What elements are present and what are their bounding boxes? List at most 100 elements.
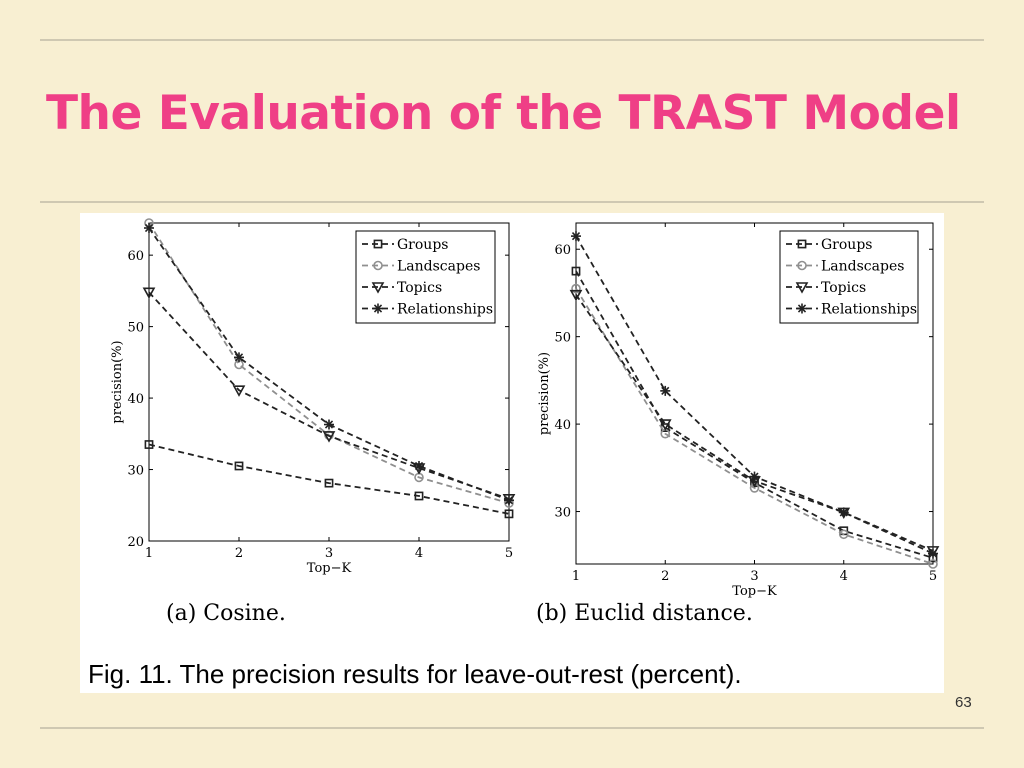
chart-b-series-groups-point <box>571 266 581 276</box>
chart-a-x-tick-label: 5 <box>505 546 513 561</box>
chart-a-legend-relationships-marker <box>373 303 383 314</box>
chart-a-series-topics-point-shape <box>322 431 336 443</box>
chart-a-series-relationships-point-ray <box>234 353 244 362</box>
chart-a-legend-topics-label: Topics <box>397 280 442 296</box>
chart-a-series-groups-point-shape <box>144 440 154 449</box>
chart-b-series-relationships-point-ray <box>839 508 848 517</box>
chart-a-series-relationships-point <box>504 495 514 506</box>
chart-a-series-relationships-point-ray <box>414 461 424 471</box>
chart-b-series-landscapes-point <box>838 529 849 540</box>
chart-a-series-groups-point <box>324 478 334 488</box>
chart-a-x-tick-label: 3 <box>325 546 333 561</box>
chart-b-series-groups-line <box>575 270 934 559</box>
subcaption-b: (b) Euclid distance. <box>536 601 753 626</box>
chart-b-legend-relationships-label: Relationships <box>821 302 917 318</box>
chart-b-series-landscapes-point-shape <box>838 529 849 540</box>
chart-a-y-axis-label: precision(%) <box>110 340 125 423</box>
chart-b-series-topics-point <box>658 419 672 431</box>
chart-a-series-topics-point-shape <box>142 287 156 299</box>
chart-b-y-tick-label: 50 <box>554 331 571 346</box>
chart-b-legend-topics-marker <box>795 282 809 294</box>
chart-a-series-groups-point-shape <box>504 509 514 519</box>
chart-a-legend-topics-marker <box>371 282 385 294</box>
chart-b-legend-groups-marker <box>797 239 807 249</box>
chart-a-series-groups-point <box>234 461 244 471</box>
subcaption-a: (a) Cosine. <box>166 601 286 626</box>
chart-b-x-tick-label: 4 <box>840 569 848 584</box>
chart-b-series-topics-point-shape <box>658 419 672 431</box>
chart-a-legend-relationships-marker-ray <box>373 304 383 313</box>
chart-b-series-relationships-point <box>571 231 581 242</box>
chart-a-series-relationships-point <box>234 352 244 363</box>
chart-a-series-groups-point <box>144 440 154 449</box>
chart-b-series-landscapes-point-shape <box>571 283 581 294</box>
chart-b-series-landscapes-point-shape <box>749 483 760 493</box>
chart-a-legend-groups-label: Groups <box>397 237 448 253</box>
chart-a-series-groups-line <box>148 443 510 515</box>
chart-b-series-landscapes-point <box>749 483 760 493</box>
chart-a-x-tick-label: 2 <box>235 546 243 561</box>
chart-a-legend-groups-marker-shape <box>373 239 383 249</box>
chart-b-legend-topics-label: Topics <box>821 280 866 296</box>
chart-b-series-topics-line <box>575 294 934 552</box>
chart-a-series-groups-point <box>504 509 514 519</box>
chart-a-series-groups-point <box>414 491 424 501</box>
chart-b-x-axis-label: Top−K <box>732 584 777 599</box>
chart-a-series-relationships-point-ray <box>144 223 154 233</box>
chart-b-x-tick-label: 2 <box>661 569 669 584</box>
chart-a-x-axis-label: Top−K <box>307 561 352 576</box>
chart-a-series-relationships-point <box>414 460 424 471</box>
title-divider <box>40 201 984 203</box>
chart-b-series-landscapes-point-shape <box>928 559 938 569</box>
chart-b-series-relationships-point-ray <box>661 386 670 395</box>
chart-a-legend-topics-marker-shape <box>371 282 385 294</box>
chart-a-x-tick-label: 1 <box>145 546 153 561</box>
chart-b-legend-landscapes-marker <box>797 260 807 271</box>
chart-a-legend-groups-marker <box>373 239 383 249</box>
chart-b-series-relationships-point <box>928 548 938 559</box>
chart-b-y-tick-label: 60 <box>554 243 571 258</box>
chart-a-series-relationships-point-ray <box>324 420 334 429</box>
chart-b-series-topics-point <box>569 289 583 302</box>
chart-a-series-relationships-line <box>148 227 510 502</box>
chart-b-x-tick-label: 3 <box>750 569 758 584</box>
chart-a-series-topics-point-shape <box>232 385 246 397</box>
chart-a-y-tick-label: 30 <box>127 464 144 479</box>
chart-b-series-relationships-point <box>660 385 671 396</box>
chart-b-series-landscapes-point <box>928 559 938 569</box>
chart-a-series-topics-point <box>142 287 156 299</box>
chart-a-legend-landscapes-marker-shape <box>373 260 383 271</box>
chart-a-series-relationships-point <box>324 419 334 430</box>
figure-caption: Fig. 11. The precision results for leave… <box>88 659 742 689</box>
chart-b-legend-groups-label: Groups <box>821 237 872 253</box>
chart-b-x-tick-label: 1 <box>572 569 580 584</box>
page-number: 63 <box>955 694 972 711</box>
chart-a-series-groups-point-shape <box>324 478 334 488</box>
chart-a-y-tick-label: 50 <box>127 321 144 336</box>
chart-b-x-tick-label: 5 <box>929 569 937 584</box>
chart-b-legend-relationships-marker <box>797 303 807 314</box>
chart-b-legend-landscapes-label: Landscapes <box>821 259 904 275</box>
top-divider <box>40 39 984 41</box>
chart-b-series-groups-point-shape <box>571 266 581 276</box>
chart-b-series-topics-point-shape <box>569 289 583 302</box>
chart-b-legend-topics-marker-shape <box>795 282 809 294</box>
chart-a-series-topics-point <box>232 385 246 397</box>
figure-charts: 1 2 3 4 5 20 30 40 50 60 Top−K precision(%) Groups La… <box>110 218 940 599</box>
chart-a-y-tick-label: 60 <box>127 249 144 264</box>
chart-a-series-topics-point <box>322 431 336 443</box>
chart-a-series-groups-point-shape <box>234 461 244 471</box>
chart-b-series-landscapes-line <box>575 288 934 565</box>
chart-b-legend-landscapes-marker-shape <box>797 260 807 271</box>
chart-b-legend-groups-marker-shape <box>797 239 807 249</box>
chart-b-series-landscapes-point <box>571 283 581 294</box>
chart-a-legend-relationships-label: Relationships <box>397 302 493 318</box>
chart-b-series-relationships-point <box>838 507 849 518</box>
figure-panel: 1 2 3 4 5 20 30 40 50 60 Top−K precision(%) Groups La… <box>80 213 944 693</box>
chart-b-y-tick-label: 40 <box>554 418 571 433</box>
chart-b-series-relationships-point-ray <box>928 549 938 558</box>
chart-a-series-relationships-point <box>144 223 154 234</box>
slide-title: The Evaluation of the TRAST Model <box>46 86 961 141</box>
chart-a-legend-landscapes-marker <box>373 260 383 271</box>
chart-b-series-relationships-point-ray <box>571 232 581 241</box>
